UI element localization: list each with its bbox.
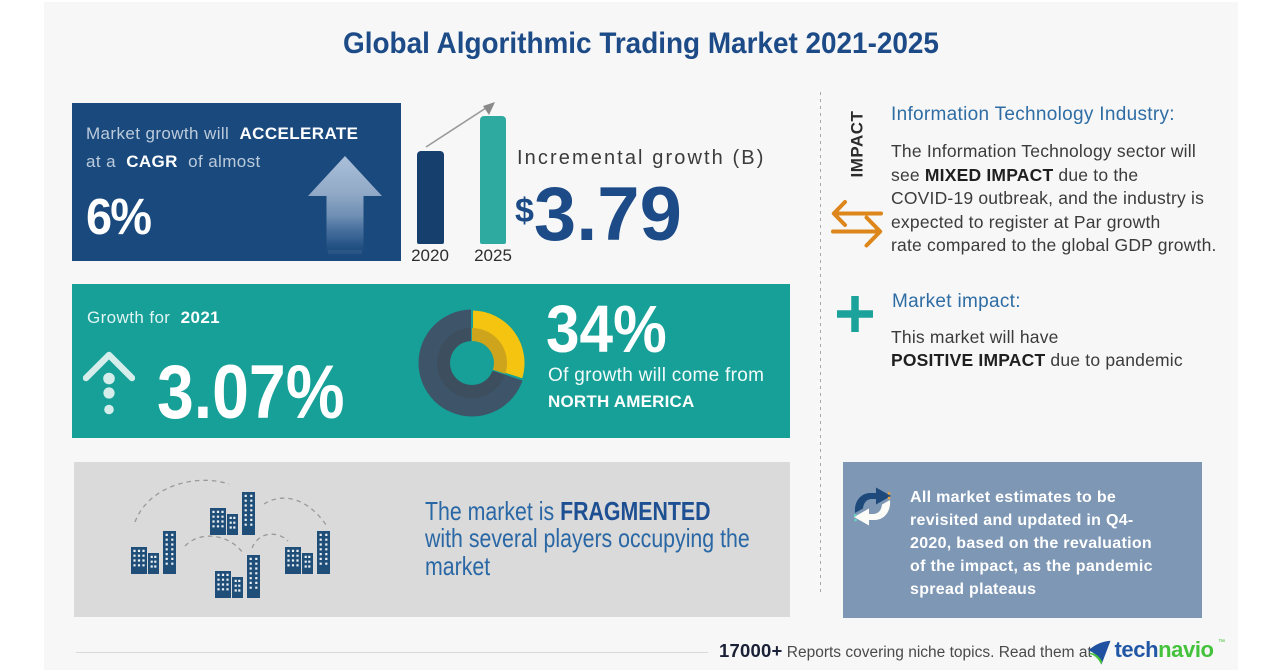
svg-text:™: ™ (1218, 639, 1225, 646)
svg-text:technavio: technavio (1115, 637, 1214, 662)
